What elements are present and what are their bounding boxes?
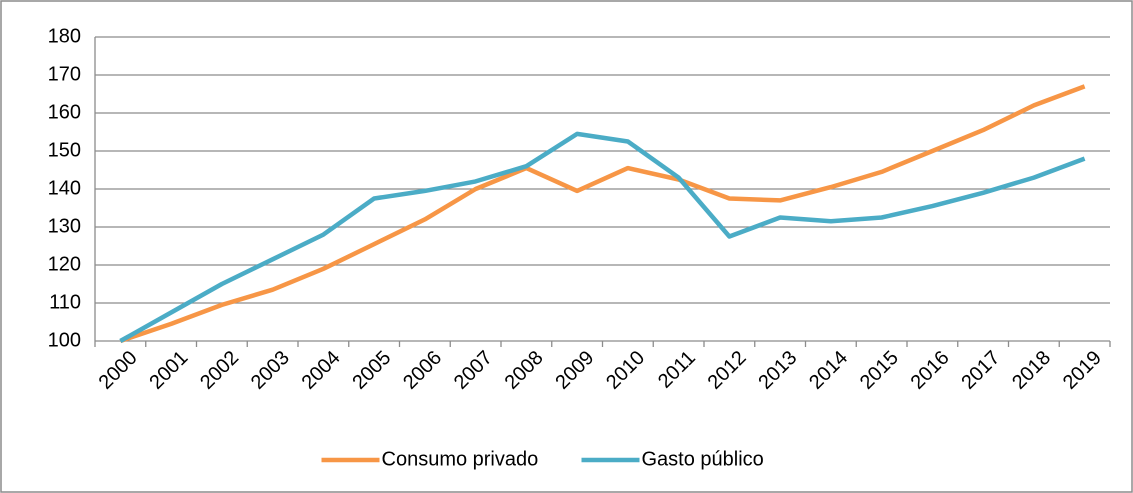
y-tick-label: 120	[48, 253, 81, 275]
y-tick-label: 160	[48, 101, 81, 123]
legend-label: Gasto público	[642, 448, 764, 470]
legend-label: Consumo privado	[382, 448, 539, 470]
y-tick-label: 130	[48, 215, 81, 237]
y-tick-label: 170	[48, 63, 81, 85]
line-series	[119, 131, 1086, 343]
y-tick-label: 140	[48, 177, 81, 199]
y-tick-label: 180	[48, 25, 81, 47]
line-series	[119, 84, 1086, 344]
y-tick-label: 110	[49, 291, 81, 313]
y-tick-label: 150	[48, 139, 81, 161]
y-tick-label: 100	[48, 329, 81, 351]
